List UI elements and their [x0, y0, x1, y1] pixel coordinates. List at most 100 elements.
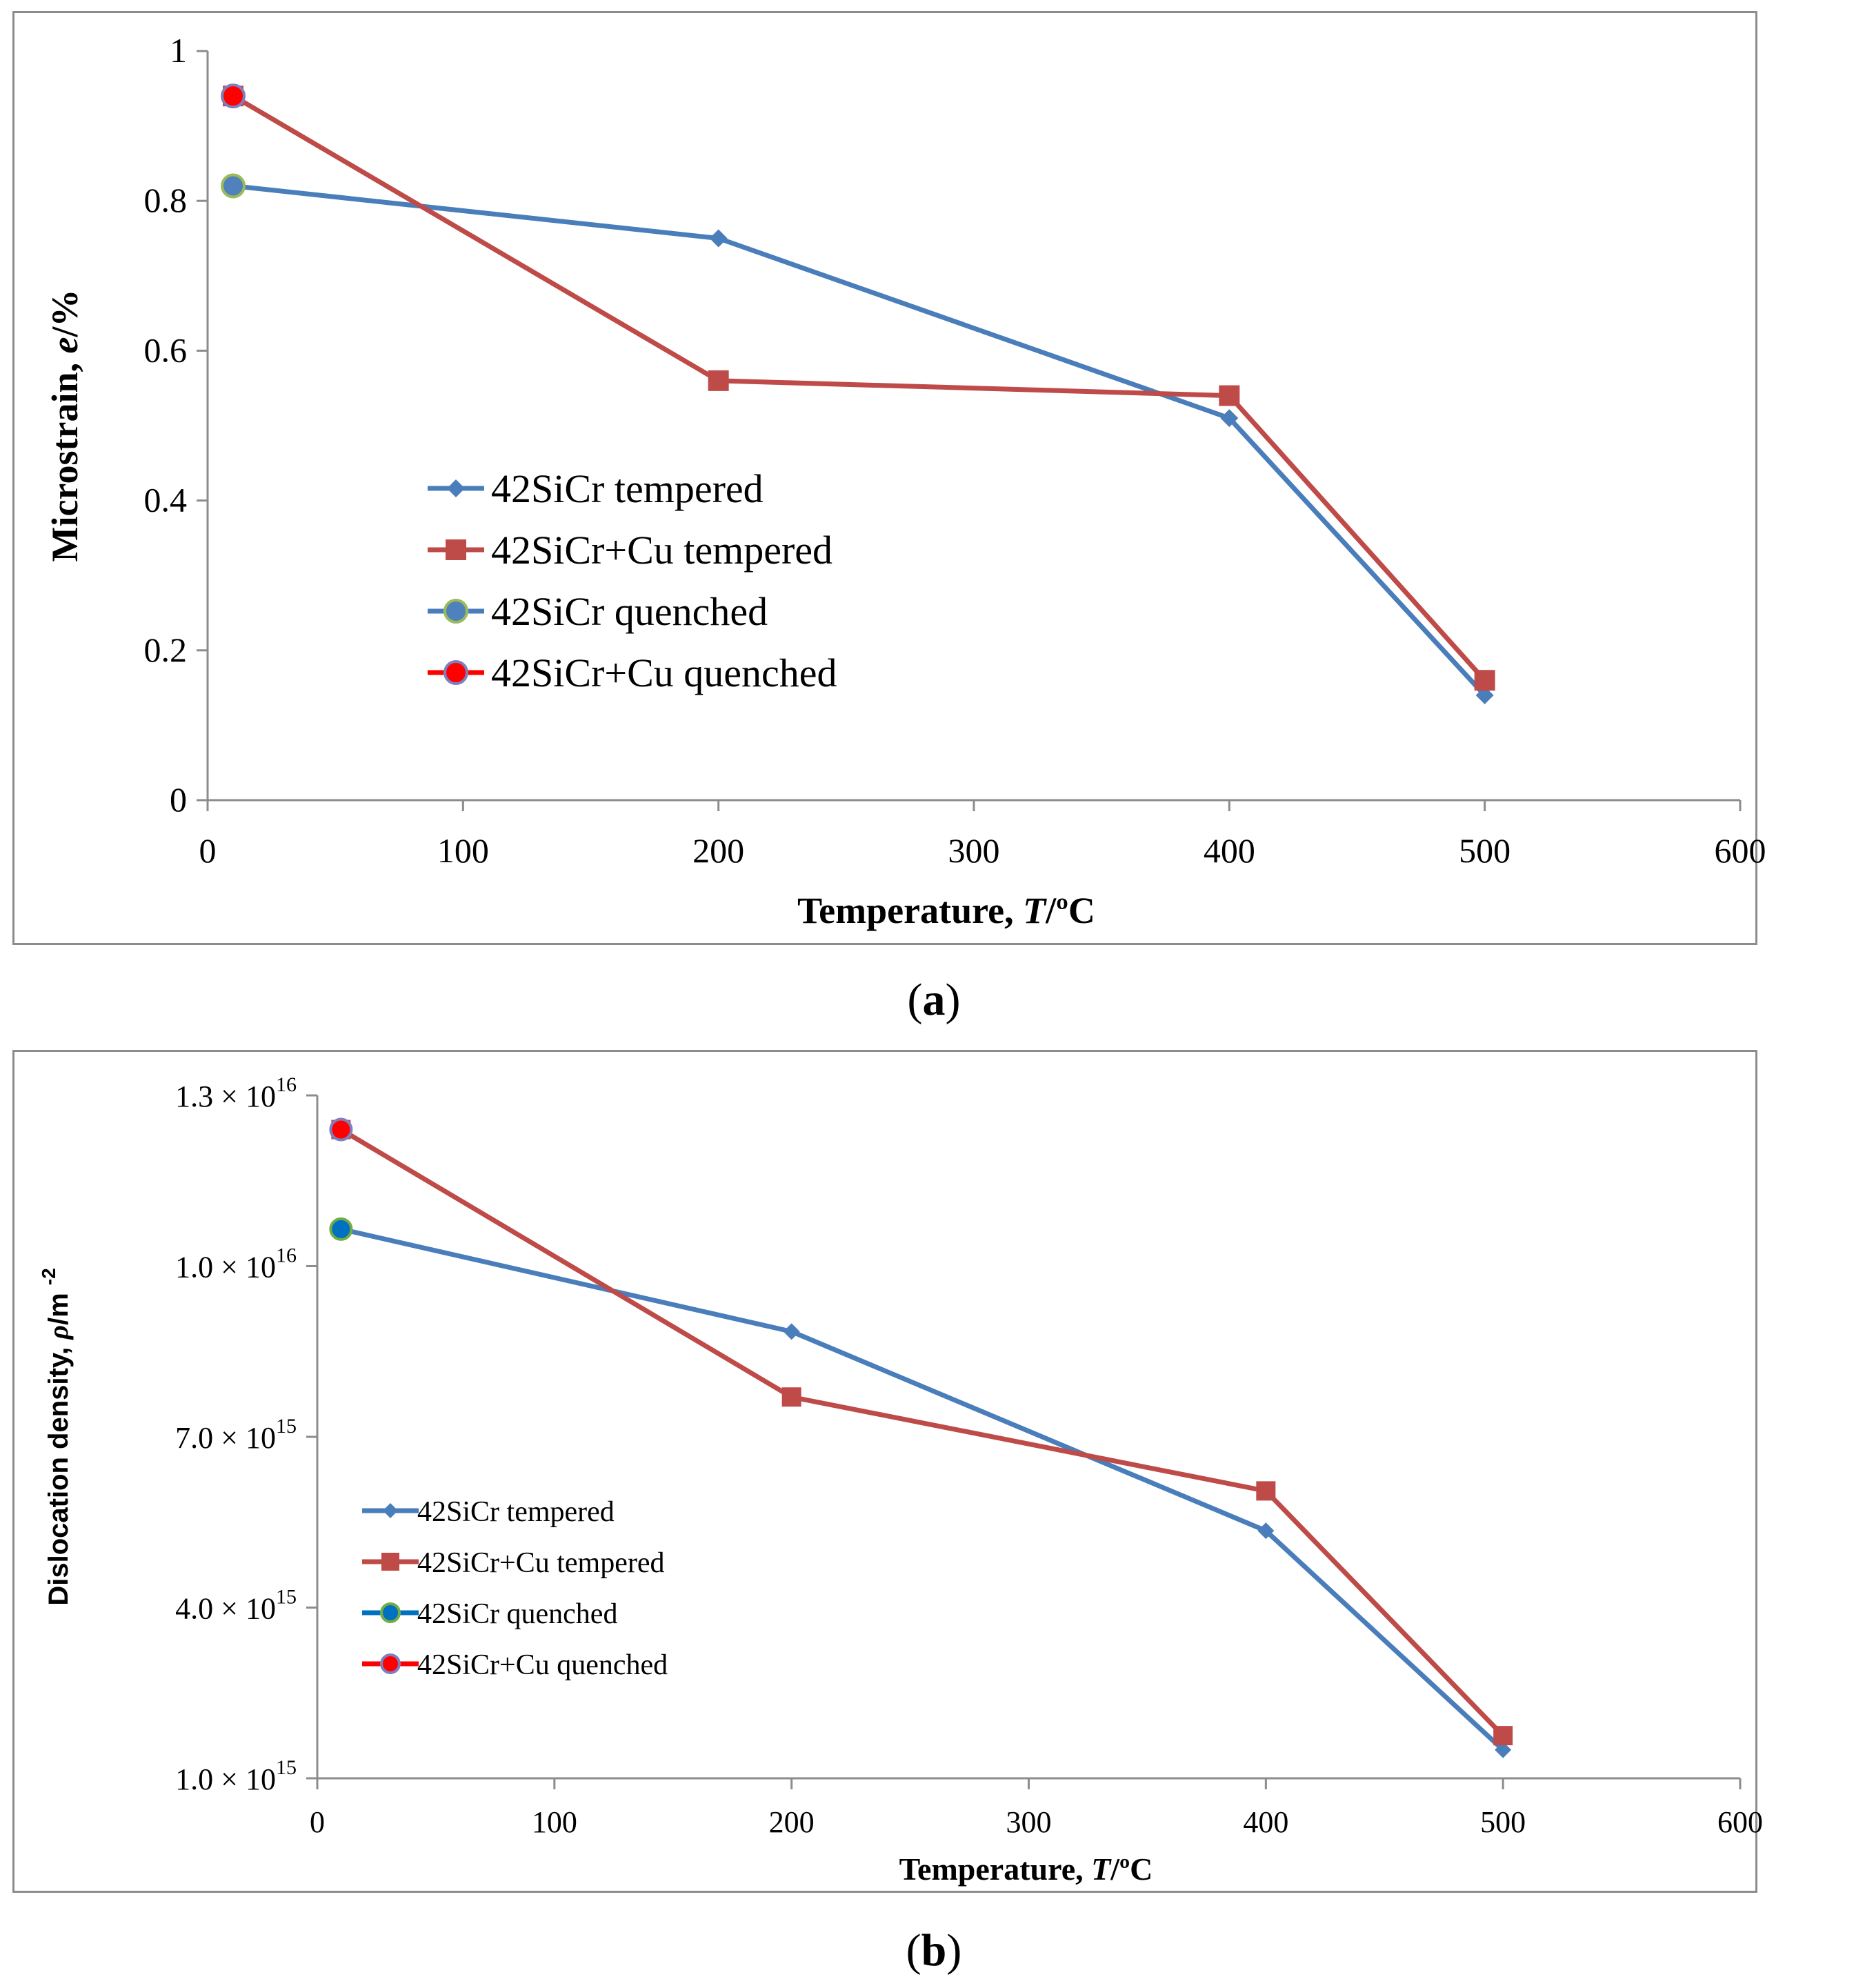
x-tick-label: 600	[1717, 1805, 1763, 1839]
data-point	[1474, 670, 1495, 691]
y-axis-title-text: Dislocation density,	[43, 1340, 74, 1606]
legend-label: 42SiCr tempered	[491, 466, 764, 511]
legend-marker	[443, 660, 468, 685]
legend-entry: 42SiCr quenched	[362, 1598, 617, 1630]
y-tick-label: 4.0 × 1015	[175, 1586, 297, 1626]
x-tick-label: 300	[1006, 1805, 1052, 1839]
x-axis-title-var: T	[1023, 890, 1047, 931]
panel-b-frame	[12, 1050, 1757, 1893]
y-tick-mantissa: 1.3 × 10	[175, 1080, 276, 1113]
y-tick-label: 7.0 × 1015	[175, 1415, 297, 1455]
data-point	[709, 229, 728, 248]
series-1	[224, 177, 1494, 704]
y-tick-label: 0.8	[144, 181, 188, 219]
x-axis-title-unit: /ºC	[1045, 890, 1095, 931]
legend-entry: 42SiCr+Cu quenched	[428, 650, 837, 695]
x-tick-label: 400	[1243, 1805, 1288, 1839]
x-axis-title-text: Temperature,	[797, 890, 1023, 931]
data-point	[221, 83, 246, 109]
y-axis-title-var: e	[44, 337, 86, 354]
y-tick-exponent: 15	[276, 1415, 297, 1438]
legend-marker	[383, 1503, 398, 1518]
series-3	[329, 1217, 353, 1241]
x-axis-title-var: T	[1091, 1851, 1112, 1887]
legend-label: 42SiCr+Cu quenched	[417, 1649, 668, 1681]
y-tick-exponent: 15	[276, 1756, 297, 1779]
x-axis-title-text: Temperature,	[899, 1851, 1092, 1887]
y-tick-mantissa: 4.0 × 10	[175, 1592, 276, 1626]
x-axis-title: Temperature, T/ºC	[797, 890, 1095, 931]
legend-marker	[447, 479, 465, 497]
x-tick-label: 0	[310, 1805, 325, 1839]
y-axis-title-unit: /%	[44, 290, 86, 338]
legend-label: 42SiCr quenched	[491, 589, 768, 634]
x-axis-title-unit: /ºC	[1110, 1851, 1153, 1887]
data-point	[1219, 385, 1240, 406]
data-point	[329, 1117, 353, 1142]
legend-entry: 42SiCr+Cu tempered	[428, 528, 832, 573]
legend: 42SiCr tempered 42SiCr+Cu tempered 42SiCr …	[428, 466, 837, 695]
x-tick-label: 200	[769, 1805, 815, 1839]
legend-label: 42SiCr+Cu tempered	[491, 528, 832, 573]
y-axis-title-text: Microstrain,	[44, 354, 86, 562]
legend-label: 42SiCr quenched	[417, 1598, 617, 1630]
series-3	[221, 173, 246, 199]
panel-a-label: (a)	[907, 975, 961, 1025]
y-axis-title-exponent: -2	[38, 1268, 59, 1285]
data-point	[1495, 1741, 1512, 1758]
y-axis-title: Microstrain, e/%	[44, 290, 86, 562]
x-axis-title: Temperature, T/ºC	[899, 1851, 1153, 1887]
data-point	[708, 370, 729, 391]
x-tick-label: 200	[692, 831, 744, 870]
legend-label: 42SiCr+Cu quenched	[491, 650, 837, 695]
legend-entry: 42SiCr quenched	[428, 589, 768, 634]
data-point	[329, 1217, 353, 1241]
y-tick-mantissa: 7.0 × 10	[175, 1421, 276, 1455]
x-tick-label: 100	[437, 831, 489, 870]
data-point	[783, 1323, 800, 1340]
legend-marker	[446, 539, 466, 560]
x-tick-label: 100	[532, 1805, 577, 1839]
data-point	[1220, 409, 1239, 428]
y-tick-mantissa: 1.0 × 10	[175, 1251, 276, 1284]
y-tick-label: 0.4	[144, 481, 188, 519]
legend-marker	[380, 1653, 401, 1674]
y-tick-label: 1.0 × 1016	[175, 1244, 297, 1284]
legend-entry: 42SiCr+Cu tempered	[362, 1547, 664, 1579]
y-tick-exponent: 15	[276, 1586, 297, 1609]
y-tick-label: 0	[170, 780, 187, 819]
y-tick-exponent: 16	[276, 1244, 297, 1267]
y-axis-title-var: ρ	[43, 1325, 74, 1340]
legend-marker	[443, 599, 468, 624]
y-tick-label: 0.6	[144, 330, 188, 369]
y-tick-mantissa: 1.0 × 10	[175, 1762, 276, 1796]
legend-marker	[381, 1553, 399, 1571]
x-tick-label: 0	[199, 831, 217, 870]
series-line	[232, 94, 1487, 682]
series-line	[340, 1226, 1505, 1752]
legend-marker	[380, 1602, 401, 1623]
legend-entry: 42SiCr tempered	[362, 1496, 615, 1528]
series-2	[223, 86, 1495, 691]
y-tick-label: 1.3 × 1016	[175, 1073, 297, 1113]
data-point	[1475, 686, 1494, 704]
data-point	[221, 173, 246, 199]
series-line	[232, 183, 1487, 697]
panel-b-label: (b)	[906, 1925, 962, 1976]
legend: 42SiCr tempered 42SiCr+Cu tempered 42SiCr …	[362, 1496, 668, 1681]
chart-a: 0 100 200 300 400 500 600 0 0.2 0.4 0.6 0.8 1 Tempera…	[44, 31, 1766, 931]
legend-label: 42SiCr tempered	[417, 1496, 615, 1528]
y-tick-label: 0.2	[144, 630, 188, 669]
y-tick-label: 1.0 × 1015	[175, 1756, 297, 1796]
series-4	[221, 83, 246, 109]
x-tick-label: 300	[948, 831, 1000, 870]
data-point	[1257, 1522, 1275, 1540]
data-point	[781, 1387, 801, 1407]
data-point	[1493, 1726, 1513, 1746]
y-axis-title-unit: /m	[43, 1285, 74, 1325]
x-tick-label: 500	[1459, 831, 1510, 870]
legend-label: 42SiCr+Cu tempered	[417, 1547, 664, 1579]
y-tick-label: 1	[170, 31, 187, 70]
